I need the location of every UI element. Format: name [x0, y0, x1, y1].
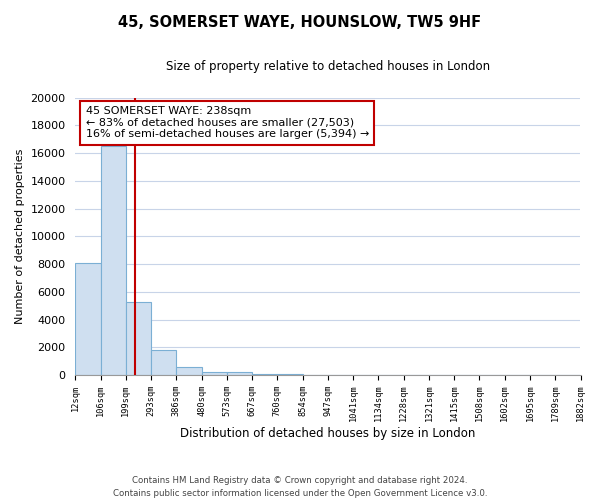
X-axis label: Distribution of detached houses by size in London: Distribution of detached houses by size …	[180, 427, 476, 440]
Bar	[176, 366, 202, 375]
Bar	[227, 372, 252, 375]
Y-axis label: Number of detached properties: Number of detached properties	[15, 148, 25, 324]
Text: 45, SOMERSET WAYE, HOUNSLOW, TW5 9HF: 45, SOMERSET WAYE, HOUNSLOW, TW5 9HF	[118, 15, 482, 30]
Title: Size of property relative to detached houses in London: Size of property relative to detached ho…	[166, 60, 490, 73]
Text: 45 SOMERSET WAYE: 238sqm
← 83% of detached houses are smaller (27,503)
16% of se: 45 SOMERSET WAYE: 238sqm ← 83% of detach…	[86, 106, 369, 140]
Bar	[202, 372, 227, 375]
Bar	[126, 302, 151, 375]
Bar	[76, 262, 101, 375]
Bar	[277, 374, 302, 375]
Bar	[252, 374, 277, 375]
Bar	[101, 146, 126, 375]
Text: Contains HM Land Registry data © Crown copyright and database right 2024.
Contai: Contains HM Land Registry data © Crown c…	[113, 476, 487, 498]
Bar	[151, 350, 176, 375]
